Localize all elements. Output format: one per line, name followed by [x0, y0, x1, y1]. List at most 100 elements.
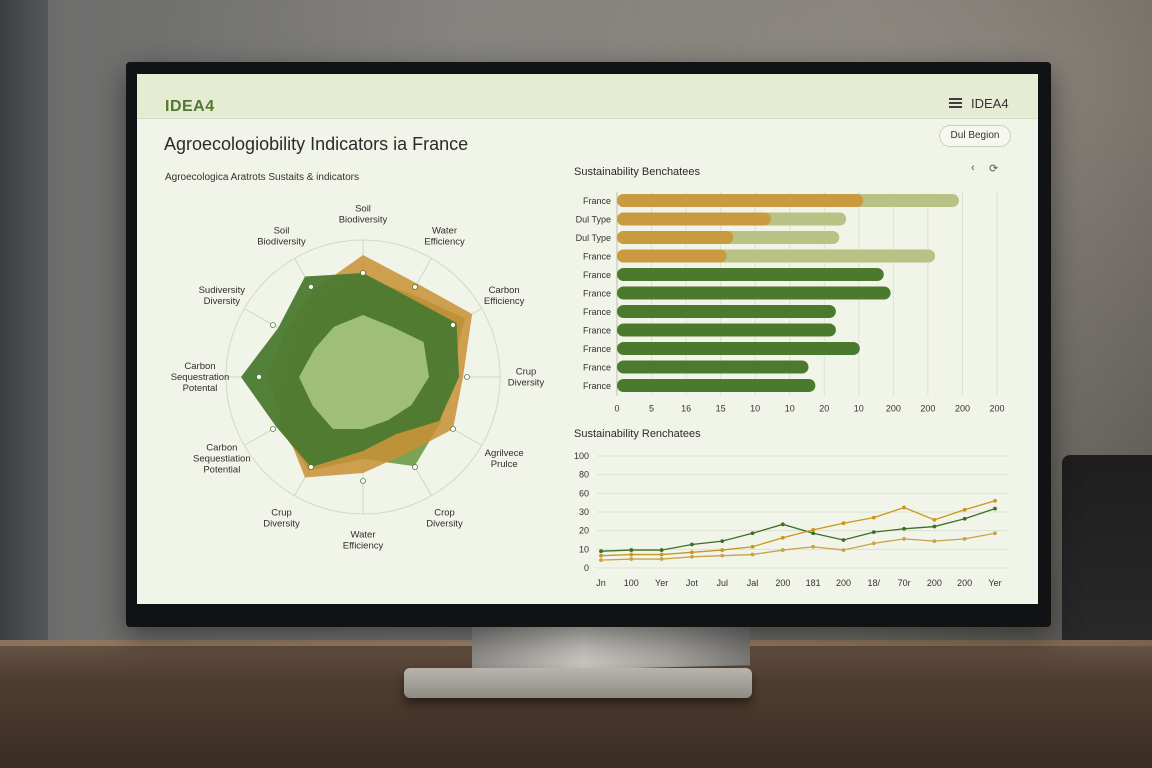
bar-tick-label: 15: [716, 404, 726, 414]
bar-tick-label: 10: [750, 404, 760, 414]
bar-value: [617, 194, 864, 207]
radar-axis-label: Prulce: [491, 459, 518, 470]
radar-area-light: [299, 315, 429, 429]
line-point: [841, 548, 846, 552]
bar-value: [617, 323, 836, 337]
bar-tick-label: 200: [955, 404, 970, 414]
line-chart-title: Sustainability Renchatees: [574, 428, 701, 440]
line-x-tick: Jot: [686, 578, 699, 588]
line-point: [962, 536, 967, 541]
radar-axis-label: Carbon: [206, 443, 237, 454]
radar-axis-label: Diversity: [263, 519, 300, 530]
line-point: [690, 550, 694, 555]
line-series-1: [600, 508, 996, 552]
radar-axis-label: Biodiversity: [257, 236, 306, 247]
radar-marker: [412, 464, 418, 470]
line-series-2: [600, 500, 996, 557]
bar-tick-label: 5: [649, 404, 654, 414]
line-y-tick: 30: [579, 507, 589, 517]
radar-axis-label: Carbon: [489, 285, 520, 296]
line-point: [629, 557, 634, 561]
line-point: [993, 531, 997, 536]
line-point: [932, 539, 937, 544]
bar-category-label: France: [583, 252, 611, 262]
menu-icon[interactable]: [949, 98, 962, 108]
chevron-left-icon[interactable]: ‹: [971, 162, 975, 174]
bar-category-label: France: [583, 326, 611, 336]
line-point: [871, 530, 876, 535]
line-x-tick: Jal: [747, 578, 759, 588]
radar-marker: [308, 464, 314, 470]
line-point: [932, 524, 937, 529]
bar-value: [617, 231, 734, 244]
line-point: [871, 515, 876, 520]
radar-marker: [464, 374, 470, 380]
line-y-tick: 10: [579, 544, 589, 554]
bar-value: [617, 305, 836, 318]
line-point: [599, 553, 603, 558]
bar-tick-label: 0: [614, 404, 619, 414]
radar-axis-label: Biodiversity: [339, 215, 388, 226]
line-series-3: [600, 532, 996, 561]
line-point: [659, 552, 664, 557]
line-point: [720, 539, 725, 544]
radar-axis-label: Sequestiation: [193, 454, 251, 465]
bar-value: [617, 286, 891, 300]
line-point: [720, 553, 725, 558]
bar-tick-label: 10: [854, 404, 864, 414]
line-point: [993, 506, 997, 511]
bar-category-label: Dul Type: [576, 233, 611, 243]
bar-value: [617, 360, 809, 374]
line-point: [750, 531, 755, 536]
line-x-tick: Yer: [655, 578, 668, 588]
line-point: [750, 544, 755, 549]
region-button[interactable]: Dul Begion: [939, 125, 1011, 147]
line-y-tick: 0: [584, 563, 589, 573]
line-point: [780, 535, 785, 540]
bar-value: [617, 268, 884, 281]
line-point: [599, 558, 603, 563]
radar-axis-label: Crup: [271, 508, 292, 519]
page-title: Agroecologiobility Indicators ia France: [164, 134, 469, 154]
app-logo[interactable]: IDEA4: [165, 98, 215, 115]
bar-category-label: France: [583, 289, 611, 299]
bar-value: [617, 342, 860, 355]
line-point: [720, 548, 725, 552]
line-x-tick: Jn: [596, 578, 606, 588]
line-point: [780, 522, 785, 527]
radar-marker: [360, 270, 366, 276]
line-point: [902, 505, 906, 510]
line-point: [750, 552, 755, 557]
line-x-tick: 200: [775, 578, 790, 588]
refresh-icon[interactable]: ⟳: [989, 163, 999, 175]
bar-chart-title: Sustainability Benchatees: [574, 166, 700, 178]
bar-chart: 0 5 16 15 10 10 20 10 200 200 200 200 France Dul Type…: [576, 192, 1005, 414]
radar-marker: [360, 478, 366, 484]
bar-tick-label: 16: [681, 404, 691, 414]
radar-axis-label: Crop: [434, 508, 455, 519]
line-point: [780, 548, 785, 552]
bar-tick-label: 10: [785, 404, 795, 414]
line-point: [871, 541, 876, 546]
radar-axis-label: Sudiversity: [199, 285, 246, 296]
line-x-tick: 200: [836, 578, 851, 588]
radar-axis-label: Crup: [516, 367, 537, 378]
radar-marker: [256, 374, 262, 380]
radar-marker: [270, 322, 276, 328]
radar-axis-label: Agrilvece: [485, 448, 524, 459]
line-y-tick: 100: [574, 451, 589, 461]
line-point: [932, 517, 937, 522]
radar-axis-label: Diversity: [426, 519, 463, 530]
office-chair: [1062, 455, 1152, 665]
brand-label: IDEA4: [971, 96, 1009, 111]
line-x-tick: 70r: [898, 578, 911, 588]
line-point: [629, 552, 634, 557]
radar-axis-label: Water: [432, 225, 457, 236]
bar-tick-label: 200: [989, 404, 1004, 414]
radar-axis-label: Potental: [183, 383, 218, 394]
bar-tick-label: 200: [920, 404, 935, 414]
radar-axis-label: Efficiency: [343, 541, 384, 552]
radar-axis-label: Sequestration: [171, 372, 230, 383]
bar-category-label: France: [583, 363, 611, 373]
radar-axis-label: Carbon: [184, 361, 215, 372]
